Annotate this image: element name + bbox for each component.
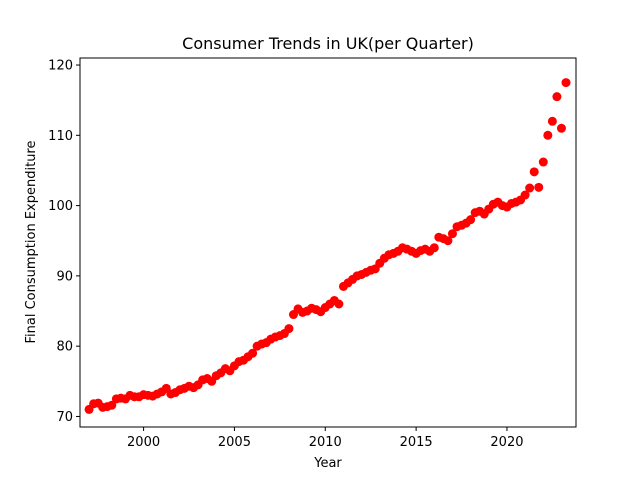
y-tick-label: 80 [56, 340, 73, 355]
x-axis-label: Year [313, 456, 342, 471]
data-point [539, 158, 548, 167]
data-point [548, 117, 557, 126]
y-axis-label: Final Consumption Expenditure [24, 141, 39, 344]
x-tick-label: 2005 [218, 435, 251, 450]
y-tick-label: 100 [48, 199, 73, 214]
x-tick-label: 2015 [400, 435, 433, 450]
y-tick-label: 110 [48, 129, 73, 144]
data-point [284, 324, 293, 333]
data-point [557, 124, 566, 133]
x-tick-label: 2000 [127, 435, 160, 450]
data-point [530, 167, 539, 176]
data-point [562, 78, 571, 87]
data-point [334, 300, 343, 309]
data-point [430, 243, 439, 252]
x-tick-label: 2020 [490, 435, 523, 450]
data-point [552, 92, 561, 101]
data-point [525, 184, 534, 193]
y-tick-label: 90 [56, 269, 73, 284]
y-tick-label: 70 [56, 410, 73, 425]
data-point [534, 183, 543, 192]
chart-title: Consumer Trends in UK(per Quarter) [182, 34, 474, 53]
data-point [543, 131, 552, 140]
y-tick-label: 120 [48, 59, 73, 74]
x-tick-label: 2010 [309, 435, 342, 450]
